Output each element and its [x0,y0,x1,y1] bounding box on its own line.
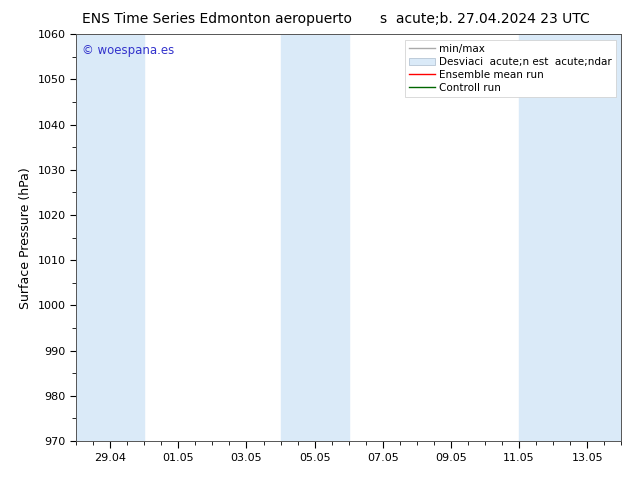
Y-axis label: Surface Pressure (hPa): Surface Pressure (hPa) [19,167,32,309]
Bar [76,34,144,441]
Text: s  acute;b. 27.04.2024 23 UTC: s acute;b. 27.04.2024 23 UTC [380,12,590,26]
Bar [280,34,349,441]
Bar [519,34,621,441]
Legend: min/max, Desviaci  acute;n est  acute;ndar, Ensemble mean run, Controll run: min/max, Desviaci acute;n est acute;ndar… [405,40,616,97]
Text: ENS Time Series Edmonton aeropuerto: ENS Time Series Edmonton aeropuerto [82,12,353,26]
Text: © woespana.es: © woespana.es [82,45,174,57]
